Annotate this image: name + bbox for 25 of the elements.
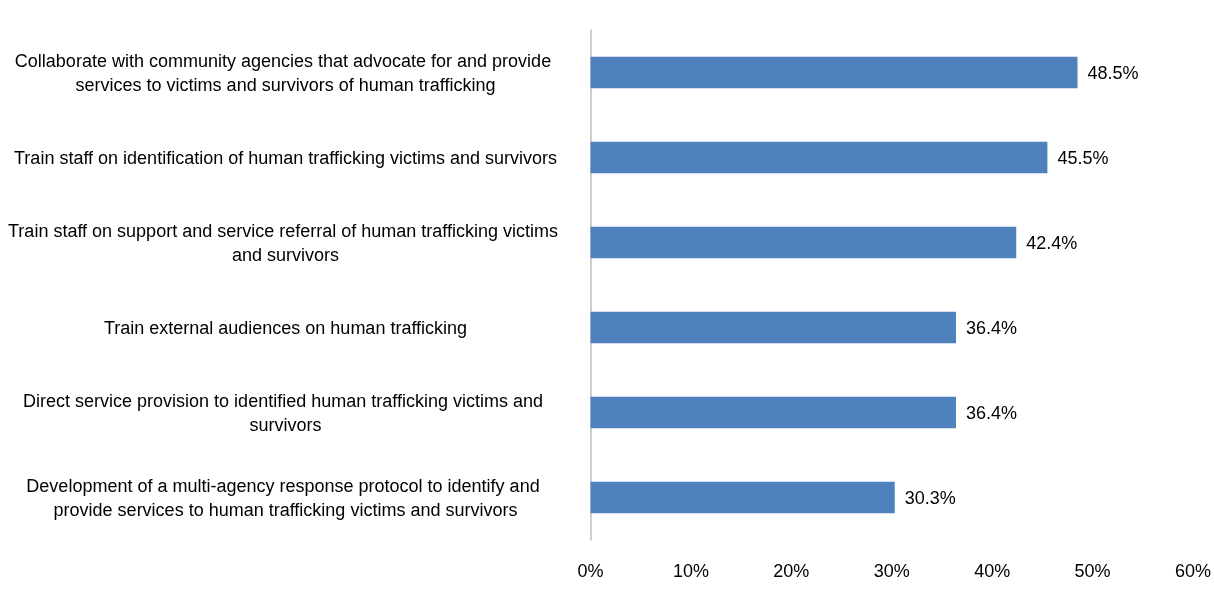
data-label: 48.5% xyxy=(1087,62,1139,83)
bar xyxy=(590,396,957,429)
x-tick-label: 40% xyxy=(974,561,1011,581)
bar xyxy=(590,56,1078,89)
x-tick-label: 10% xyxy=(672,561,709,581)
y-tick-label: Train staff on identification of human trafficking victims and survivors xyxy=(14,147,557,168)
x-tick-label: 0% xyxy=(577,561,604,581)
y-tick-label: Collaborate with community agencies that advocate for and provide services to victims and survivors of human trafficking xyxy=(14,50,557,95)
data-label: 42.4% xyxy=(1026,232,1078,253)
x-tick-label: 30% xyxy=(873,561,910,581)
data-label: 36.4% xyxy=(966,317,1018,338)
bar xyxy=(590,481,895,514)
data-label: 30.3% xyxy=(904,487,956,508)
y-tick-label: Direct service provision to identified human trafficking victims and survivors xyxy=(23,390,548,435)
bar xyxy=(590,311,957,344)
x-tick-label: 20% xyxy=(773,561,810,581)
data-label: 36.4% xyxy=(966,402,1018,423)
bar xyxy=(590,141,1048,174)
y-tick-label: Development of a multi-agency response protocol to identify and provide services to human trafficking victims and survivors xyxy=(26,475,545,520)
x-tick-label: 50% xyxy=(1074,561,1111,581)
bar xyxy=(590,226,1017,259)
x-tick-label: 60% xyxy=(1174,561,1211,581)
y-tick-label: Train external audiences on human trafficking xyxy=(103,317,468,338)
data-label: 45.5% xyxy=(1057,147,1109,168)
y-tick-label: Train staff on support and service referral of human trafficking victims and survivors xyxy=(8,220,563,265)
